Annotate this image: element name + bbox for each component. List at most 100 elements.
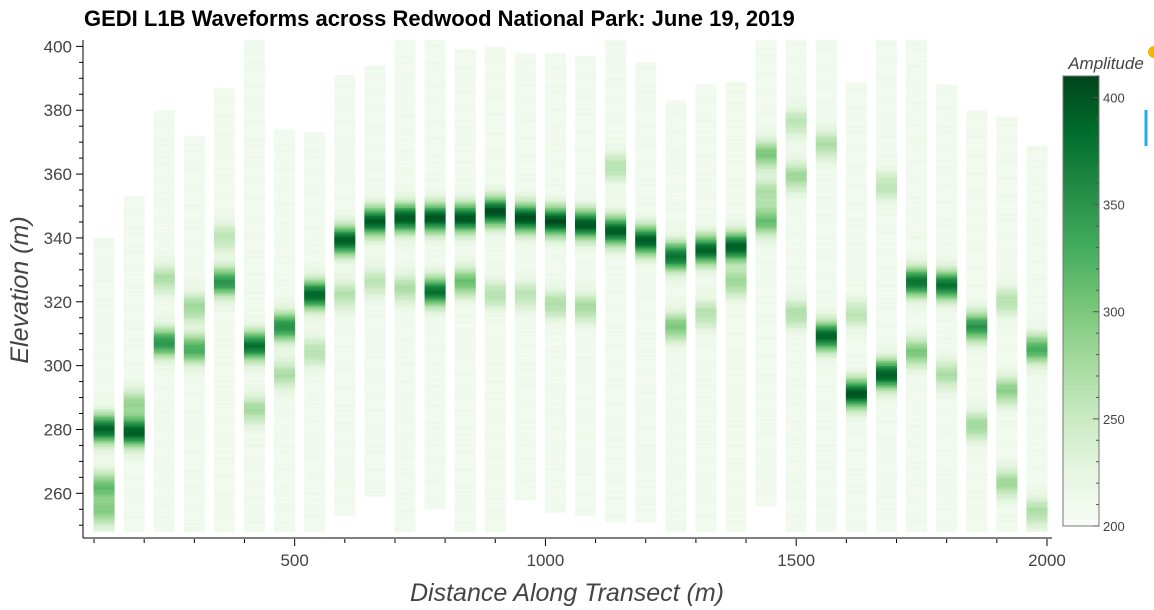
waveform-cell [605,229,627,232]
waveform-cell [544,333,566,336]
waveform-cell [544,459,566,462]
waveform-cell [153,514,175,516]
waveform-cell [544,440,566,443]
waveform-cell [424,150,446,153]
waveform-cell [213,427,235,430]
waveform-cell [544,257,566,259]
waveform-cell [484,351,506,354]
waveform-cell [304,499,326,502]
waveform-cell [424,134,446,137]
waveform-cell [484,277,506,280]
waveform-cell [424,194,446,197]
waveform-cell [183,376,205,379]
waveform-cell [575,367,597,370]
waveform-cell [123,281,145,283]
waveform-cell [183,370,205,373]
waveform-cell [213,281,235,283]
waveform-cell [605,83,627,85]
waveform-cell [244,528,266,531]
waveform-cell [394,304,416,307]
waveform-cell [244,332,266,334]
waveform-cell [244,97,266,100]
waveform-cell [394,71,416,74]
waveform-cell [183,182,205,184]
waveform-cell [394,528,416,531]
waveform-cell [334,490,356,493]
waveform-cell [424,293,446,296]
waveform-cell [484,319,506,322]
waveform-cell [153,119,175,122]
waveform-cell [274,311,296,314]
waveform-column [304,132,326,532]
waveform-cell [605,395,627,398]
waveform-cell [244,501,266,504]
waveform-cell [244,469,266,472]
waveform-cell [213,137,235,140]
waveform-cell [575,158,597,161]
waveform-cell [364,365,386,368]
waveform-cell [183,502,205,505]
waveform-cell [123,277,145,280]
waveform-cell [394,381,416,384]
waveform-cell [454,127,476,130]
waveform-cell [514,293,536,296]
waveform-cell [605,103,627,106]
waveform-cell [605,94,627,97]
waveform-cell [334,429,356,432]
waveform-cell [454,333,476,336]
waveform-cell [244,215,266,218]
waveform-cell [183,185,205,188]
waveform-cell [424,73,446,76]
waveform-cell [484,258,506,261]
waveform-cell [153,295,175,298]
waveform-cell [424,71,446,74]
waveform-cell [244,148,266,151]
waveform-cell [514,491,536,494]
waveform-cell [213,134,235,137]
waveform-cell [605,301,627,304]
waveform-cell [394,373,416,376]
waveform-cell [424,351,446,354]
waveform-cell [244,277,266,280]
waveform-cell [153,360,175,363]
waveform-cell [364,71,386,74]
waveform-cell [394,281,416,283]
waveform-cell [605,340,627,342]
waveform-cell [454,146,476,149]
waveform-cell [304,140,326,143]
waveform-cell [183,518,205,521]
waveform-cell [394,172,416,175]
waveform-cell [123,474,145,477]
waveform-cell [364,440,386,443]
waveform-cell [484,284,506,287]
waveform-cell [454,206,476,208]
waveform-cell [244,523,266,526]
waveform-cell [635,448,657,451]
waveform-cell [244,346,266,349]
waveform-cell [575,245,597,248]
waveform-cell [304,407,326,410]
waveform-cell [183,504,205,507]
waveform-cell [575,253,597,256]
waveform-cell [244,322,266,325]
waveform-cell [394,164,416,167]
waveform-cell [635,416,657,419]
waveform-cell [93,411,115,414]
waveform-cell [484,340,506,342]
waveform-cell [424,220,446,223]
waveform-cell [304,488,326,491]
waveform-cell [364,115,386,117]
waveform-cell [605,92,627,95]
waveform-cell [123,440,145,443]
waveform-cell [304,303,326,306]
waveform-cell [244,453,266,456]
waveform-cell [213,333,235,336]
waveform-cell [484,241,506,244]
waveform-cell [213,301,235,304]
waveform-cell [484,166,506,168]
waveform-cell [484,303,506,306]
waveform-cell [544,472,566,475]
waveform-cell [394,477,416,480]
waveform-cell [274,218,296,221]
waveform-cell [484,126,506,129]
